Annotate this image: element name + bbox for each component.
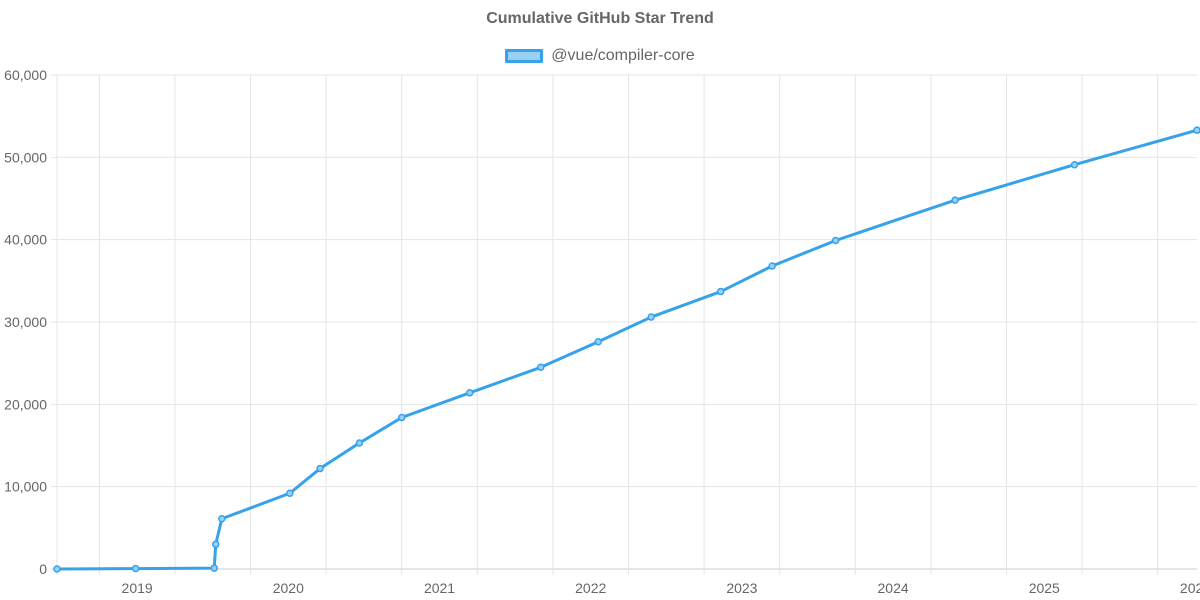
x-tick-label: 2025 bbox=[1029, 580, 1060, 596]
y-tick-label: 10,000 bbox=[4, 479, 47, 495]
data-point[interactable] bbox=[594, 338, 603, 346]
data-point[interactable] bbox=[647, 313, 655, 321]
legend-swatch[interactable] bbox=[505, 49, 544, 63]
x-tick-label: 2023 bbox=[726, 580, 757, 596]
data-point[interactable] bbox=[768, 262, 776, 270]
data-point[interactable] bbox=[53, 565, 61, 573]
y-tick-label: 60,000 bbox=[4, 67, 47, 83]
x-tick-label: 2026 bbox=[1180, 580, 1200, 596]
x-tick-label: 2022 bbox=[575, 580, 606, 596]
data-point[interactable] bbox=[1070, 160, 1079, 169]
data-point[interactable] bbox=[537, 363, 545, 372]
data-point[interactable] bbox=[212, 540, 220, 549]
data-point[interactable] bbox=[951, 196, 959, 204]
data-point[interactable] bbox=[218, 515, 226, 523]
x-tick-label: 2021 bbox=[424, 580, 455, 596]
data-point[interactable] bbox=[210, 564, 218, 572]
x-tick-label: 2019 bbox=[122, 580, 153, 596]
y-tick-label: 40,000 bbox=[4, 232, 47, 248]
data-point[interactable] bbox=[716, 287, 725, 296]
data-point[interactable] bbox=[131, 564, 140, 573]
data-point[interactable] bbox=[831, 236, 840, 245]
y-tick-label: 50,000 bbox=[4, 149, 47, 165]
data-point[interactable] bbox=[286, 489, 294, 498]
data-point[interactable] bbox=[355, 439, 364, 447]
x-tick-label: 2024 bbox=[878, 580, 909, 596]
data-point[interactable] bbox=[316, 464, 324, 473]
data-point[interactable] bbox=[466, 389, 474, 397]
chart-title: Cumulative GitHub Star Trend bbox=[486, 10, 714, 27]
y-tick-label: 30,000 bbox=[4, 314, 47, 330]
y-tick-label: 0 bbox=[39, 561, 47, 577]
data-point[interactable] bbox=[397, 413, 406, 422]
legend-label[interactable]: @vue/compiler-core bbox=[551, 47, 695, 64]
y-tick-label: 20,000 bbox=[4, 396, 47, 412]
x-tick-label: 2020 bbox=[273, 580, 304, 596]
series-line[interactable] bbox=[55, 128, 1199, 571]
data-point[interactable] bbox=[1193, 126, 1200, 134]
legend[interactable]: @vue/compiler-core bbox=[0, 47, 1200, 65]
